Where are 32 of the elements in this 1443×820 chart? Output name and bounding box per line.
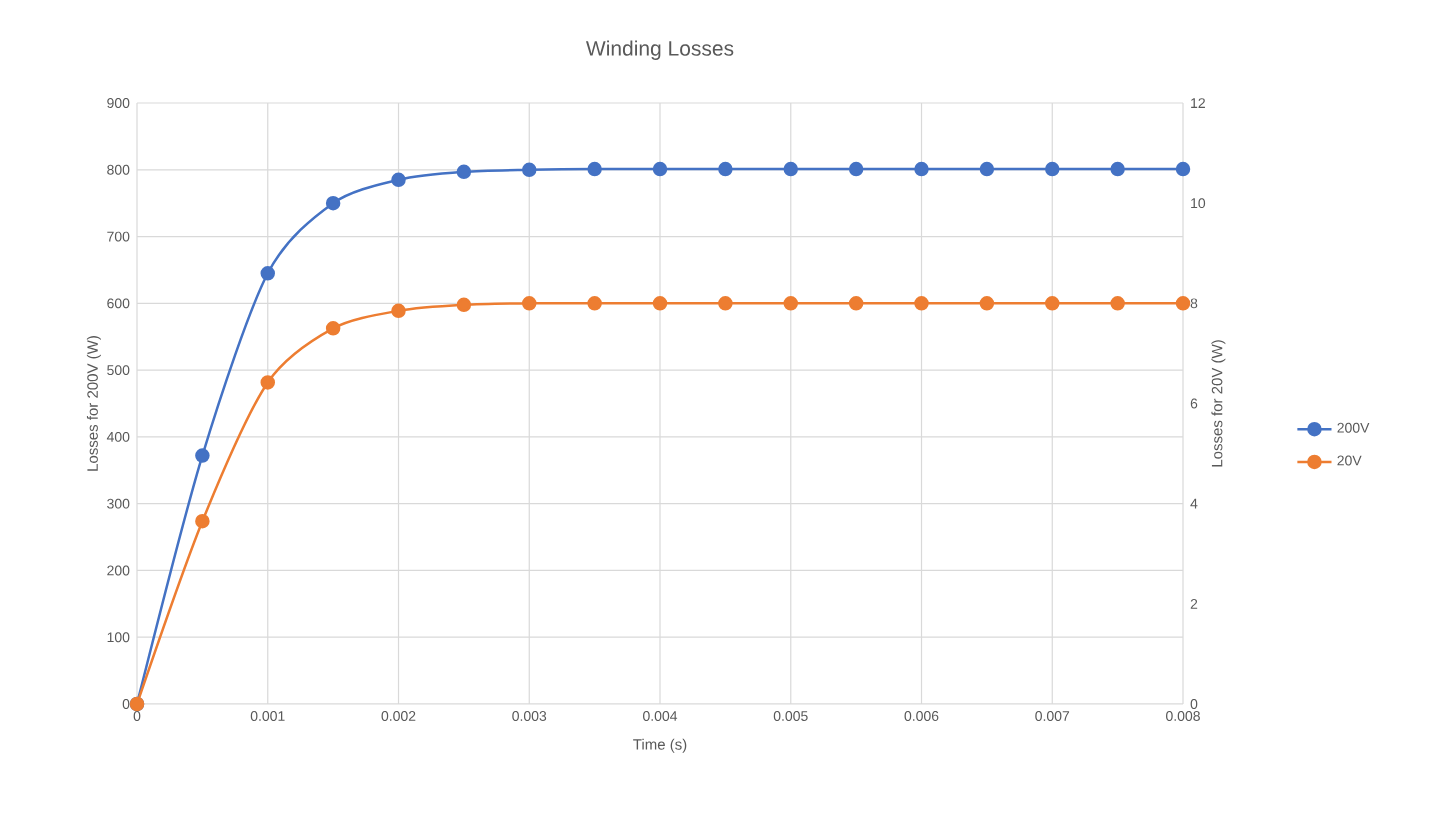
y2-tick-label: 4 [1190,498,1198,509]
y-tick-label: 0 [122,699,130,709]
x-tick-label: 0.002 [381,711,416,721]
legend-label: 20V [1337,455,1362,466]
y-tick-label: 300 [107,498,130,509]
x-tick-label: 0.005 [773,711,808,721]
x-tick-label: 0.001 [250,711,285,721]
y-tick-label: 500 [107,365,130,376]
y-tick-label: 200 [107,565,130,576]
y2-tick-label: 6 [1190,398,1198,409]
y-axis-title: Losses for 200V (W) [86,336,101,471]
x-tick-label: 0.008 [1166,711,1200,721]
chart-title: Winding Losses [585,40,734,60]
legend-label: 200V [1337,422,1370,433]
y2-tick-label: 0 [1190,699,1198,709]
y-tick-label: 100 [107,632,130,643]
y2-tick-label: 12 [1191,98,1205,108]
x-tick-label: 0.004 [643,711,678,721]
y2-tick-label: 8 [1190,298,1198,309]
x-axis-title: Time (s) [633,738,687,753]
x-tick-label: 0.006 [904,711,939,721]
y-tick-label: 400 [106,431,130,442]
y2-axis-title: Losses for 20V (W) [1211,340,1226,467]
y-tick-label: 700 [107,231,130,242]
y-tick-label: 800 [107,164,130,175]
y2-tick-label: 2 [1190,598,1198,609]
y-tick-label: 600 [107,298,130,309]
y2-tick-label: 10 [1191,198,1206,209]
x-tick-label: 0.007 [1035,711,1070,721]
x-tick-label: 0.003 [512,711,547,721]
y-tick-label: 900 [107,98,130,108]
x-tick-label: 0 [133,711,141,721]
